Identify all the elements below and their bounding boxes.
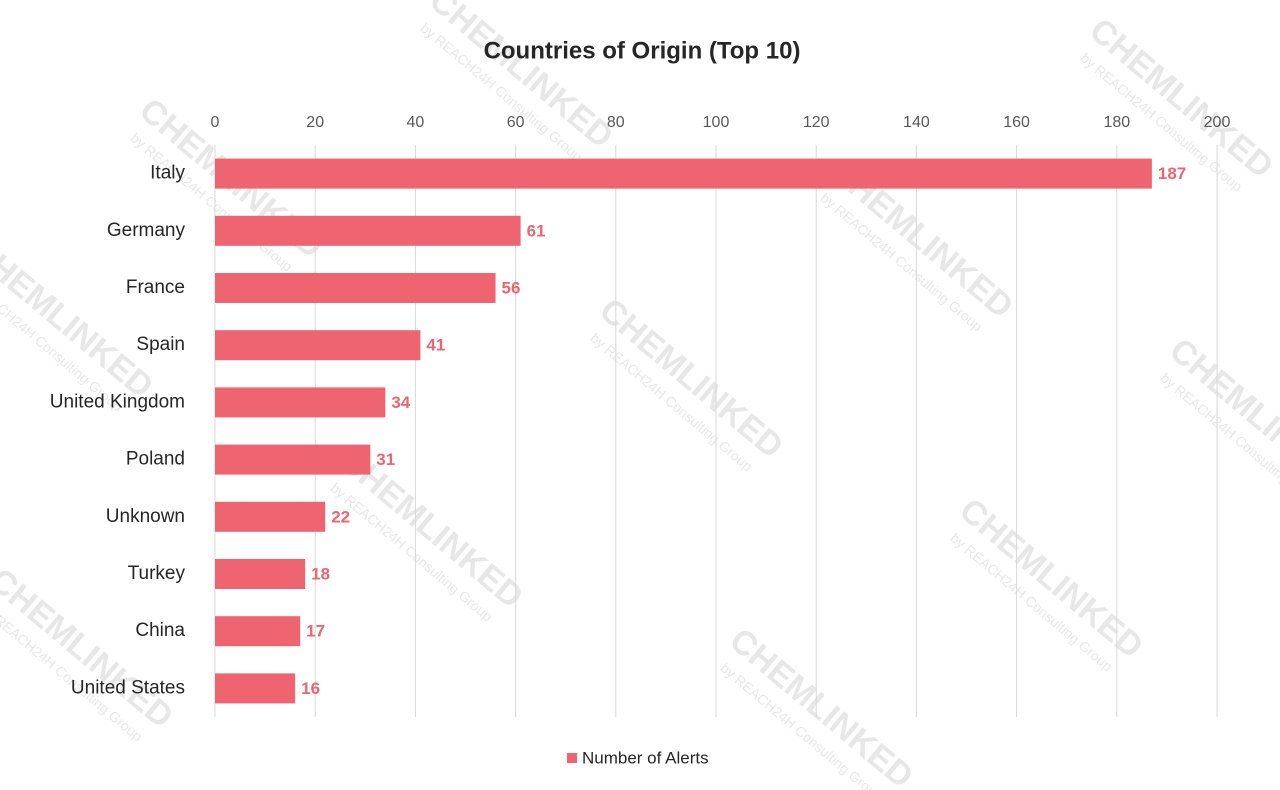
y-tick-label: Spain bbox=[136, 334, 185, 355]
bar bbox=[215, 616, 301, 647]
data-label: 17 bbox=[306, 622, 325, 641]
data-label: 56 bbox=[502, 278, 521, 297]
x-tick-label: 40 bbox=[407, 114, 425, 131]
x-tick-label: 60 bbox=[507, 114, 525, 131]
data-label: 41 bbox=[426, 336, 445, 355]
watermark-brand: CHEMLINKED bbox=[722, 621, 920, 790]
data-label: 31 bbox=[376, 450, 395, 469]
data-label: 61 bbox=[527, 221, 546, 240]
data-label: 187 bbox=[1158, 164, 1186, 183]
y-tick-label: United Kingdom bbox=[50, 391, 185, 412]
bar bbox=[215, 158, 1152, 189]
data-label: 18 bbox=[311, 564, 330, 583]
watermark-brand: CHEMLINKED bbox=[952, 491, 1150, 666]
x-tick-label: 180 bbox=[1103, 114, 1130, 131]
legend-label: Number of Alerts bbox=[582, 748, 709, 767]
y-tick-label: Poland bbox=[126, 449, 185, 470]
chart-title: Countries of Origin (Top 10) bbox=[484, 37, 801, 64]
bar bbox=[215, 501, 326, 532]
x-tick-label: 80 bbox=[607, 114, 625, 131]
legend-swatch bbox=[567, 753, 577, 763]
x-tick-label: 200 bbox=[1204, 114, 1231, 131]
y-tick-label: Unknown bbox=[106, 506, 185, 527]
x-tick-label: 0 bbox=[211, 114, 220, 131]
bar bbox=[215, 673, 296, 704]
y-tick-label: United States bbox=[71, 677, 185, 698]
watermark-brand: CHEMLINKED bbox=[592, 291, 790, 466]
data-label: 34 bbox=[391, 393, 410, 412]
bar bbox=[215, 559, 306, 589]
data-label: 22 bbox=[331, 507, 350, 526]
y-tick-label: China bbox=[135, 620, 185, 641]
bar bbox=[215, 273, 496, 303]
watermark-brand: CHEMLINKED bbox=[422, 0, 620, 156]
bar bbox=[215, 444, 371, 475]
y-tick-label: France bbox=[126, 277, 185, 298]
y-tick-label: Italy bbox=[150, 163, 185, 184]
x-tick-label: 20 bbox=[306, 114, 324, 131]
y-tick-label: Germany bbox=[107, 220, 186, 241]
x-tick-label: 120 bbox=[803, 114, 830, 131]
x-tick-label: 100 bbox=[703, 114, 730, 131]
bar bbox=[215, 387, 386, 418]
x-tick-label: 140 bbox=[903, 114, 930, 131]
bar bbox=[215, 330, 421, 361]
data-label: 16 bbox=[301, 679, 320, 698]
bar bbox=[215, 215, 521, 246]
y-tick-label: Turkey bbox=[128, 563, 186, 584]
x-tick-label: 160 bbox=[1003, 114, 1030, 131]
